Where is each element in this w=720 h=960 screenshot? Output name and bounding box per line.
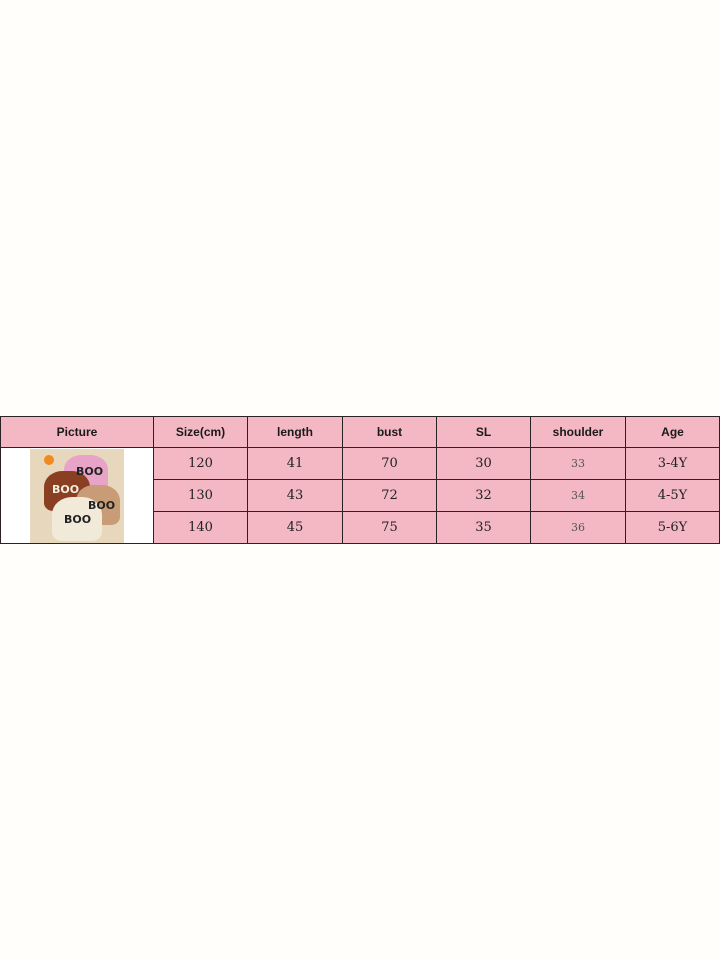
- header-shoulder: shoulder: [530, 416, 626, 448]
- sl-cell: 30: [436, 447, 531, 480]
- length-cell: 43: [247, 479, 343, 512]
- header-length: length: [247, 416, 343, 448]
- header-bust: bust: [342, 416, 437, 448]
- header-row: Picture Size(cm) length bust SL shoulder…: [0, 416, 720, 448]
- table-row: BOO BOO BOO BOO 120 41 70 30 33 3-4Y: [0, 447, 720, 544]
- length-cell: 41: [247, 447, 343, 480]
- bust-cell: 75: [342, 511, 437, 544]
- product-picture-cell: BOO BOO BOO BOO: [0, 447, 154, 544]
- age-cell: 4-5Y: [625, 479, 720, 512]
- age-cell: 3-4Y: [625, 447, 720, 480]
- sl-cell: 35: [436, 511, 531, 544]
- age-cell: 5-6Y: [625, 511, 720, 544]
- header-size: Size(cm): [153, 416, 248, 448]
- shoulder-cell: 36: [530, 511, 626, 544]
- header-sl: SL: [436, 416, 531, 448]
- length-cell: 45: [247, 511, 343, 544]
- bust-cell: 72: [342, 479, 437, 512]
- shoulder-cell: 33: [530, 447, 626, 480]
- bust-cell: 70: [342, 447, 437, 480]
- header-picture: Picture: [0, 416, 154, 448]
- size-cell: 130: [153, 479, 248, 512]
- table-row: 130 43 72 32 34 4-5Y: [1, 479, 720, 512]
- size-cell: 140: [153, 511, 248, 544]
- header-age: Age: [625, 416, 720, 448]
- sl-cell: 32: [436, 479, 531, 512]
- table-row: 140 45 75 35 36 5-6Y: [1, 511, 720, 544]
- shoulder-cell: 34: [530, 479, 626, 512]
- size-chart-table: Picture Size(cm) length bust SL shoulder…: [0, 416, 720, 544]
- size-cell: 120: [153, 447, 248, 480]
- product-image: BOO BOO BOO BOO: [30, 448, 124, 543]
